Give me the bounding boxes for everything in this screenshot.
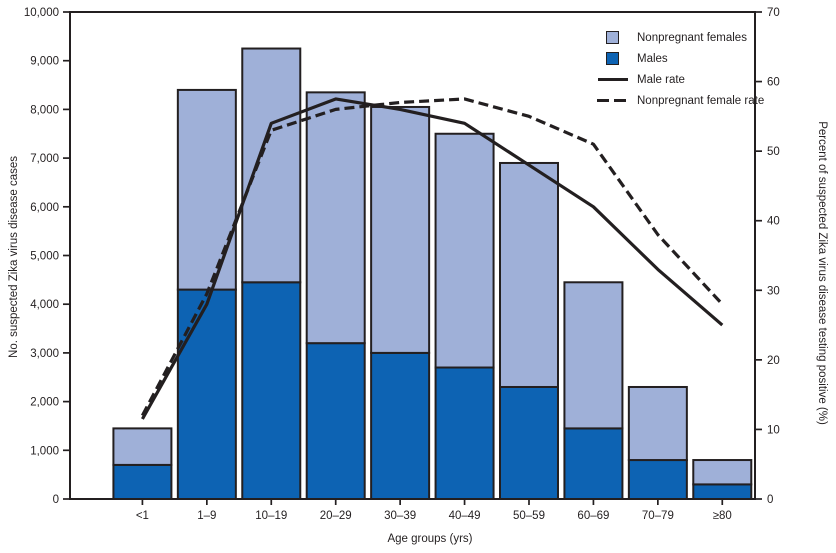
- x-axis-tick-label: 1–9: [197, 510, 216, 522]
- solid-line-swatch-icon: [597, 77, 628, 82]
- bar-nonpregnant-females: [563, 281, 624, 430]
- bar-males: [563, 427, 624, 501]
- bar-nonpregnant-females: [627, 385, 688, 462]
- legend-key: [596, 52, 629, 65]
- legend-label: Males: [637, 52, 668, 65]
- legend-key: [596, 77, 629, 82]
- dashed-line-swatch-icon: [596, 98, 629, 103]
- bar-males: [112, 463, 173, 501]
- x-axis-tick-label: 50–59: [513, 510, 545, 522]
- left-axis-tick-label: 10,000: [24, 7, 59, 19]
- legend-key: [596, 31, 629, 44]
- left-axis-tick-label: 7,000: [30, 153, 59, 165]
- left-axis-tick-label: 5,000: [30, 251, 59, 263]
- right-axis-tick-label: 40: [767, 216, 780, 228]
- legend-label: Nonpregnant females: [637, 31, 747, 44]
- right-axis-title: Percent of suspected Zika virus disease …: [816, 121, 828, 425]
- x-axis-title: Age groups (yrs): [387, 533, 473, 545]
- legend-label: Male rate: [637, 73, 685, 86]
- bar-males: [434, 366, 495, 501]
- bar-males: [176, 288, 237, 500]
- left-axis-tick-label: 9,000: [30, 56, 59, 68]
- left-axis-tick-label: 4,000: [30, 299, 59, 311]
- bar-nonpregnant-females: [370, 105, 431, 354]
- left-axis-tick-label: 1,000: [30, 445, 59, 457]
- bar-males: [498, 385, 559, 500]
- bar-males: [692, 483, 753, 501]
- left-axis-title: No. suspected Zika virus disease cases: [8, 156, 20, 358]
- x-axis-tick-label: 40–49: [449, 510, 481, 522]
- nonpregnant-female-rate-line: [141, 97, 724, 417]
- left-axis-tick-label: 2,000: [30, 397, 59, 409]
- x-axis-tick-label: ≥80: [713, 510, 732, 522]
- bar-nonpregnant-females: [498, 161, 559, 388]
- right-axis-tick-label: 30: [767, 285, 780, 297]
- male-rate-line: [141, 97, 724, 420]
- bar-nonpregnant-females: [305, 91, 366, 345]
- bar-nonpregnant-females: [434, 132, 495, 369]
- bar-males: [627, 459, 688, 501]
- bar-nonpregnant-females: [112, 427, 173, 466]
- right-axis-tick-label: 20: [767, 355, 780, 367]
- males-swatch-icon: [606, 52, 619, 65]
- legend-item-nonpregnant-females: Nonpregnant females: [596, 27, 764, 48]
- legend-item-males: Males: [596, 48, 764, 69]
- bar-nonpregnant-females: [241, 47, 302, 284]
- right-axis-tick-label: 60: [767, 77, 780, 89]
- legend-item-nonpregnant-female-rate: Nonpregnant female rate: [596, 90, 764, 111]
- right-axis-tick-label: 10: [767, 424, 780, 436]
- x-axis-tick-label: 10–19: [255, 510, 287, 522]
- legend: Nonpregnant females Males Male rate Nonp…: [596, 27, 764, 111]
- right-axis-tick-label: 50: [767, 146, 780, 158]
- bar-males: [305, 342, 366, 500]
- left-axis-tick-label: 6,000: [30, 202, 59, 214]
- x-axis-tick-label: 30–39: [384, 510, 416, 522]
- legend-label: Nonpregnant female rate: [637, 94, 765, 107]
- bar-nonpregnant-females: [176, 88, 237, 291]
- x-axis-tick-label: 20–29: [320, 510, 352, 522]
- right-axis-tick-label: 0: [767, 494, 773, 506]
- nonpregnant-females-swatch-icon: [606, 31, 619, 44]
- left-axis-tick-label: 0: [53, 494, 59, 506]
- right-axis-tick-label: 70: [767, 7, 780, 19]
- bar-males: [370, 351, 431, 500]
- bar-nonpregnant-females: [692, 459, 753, 486]
- left-axis-tick-label: 3,000: [30, 348, 59, 360]
- x-axis-tick-label: <1: [136, 510, 149, 522]
- x-axis-tick-label: 70–79: [642, 510, 674, 522]
- x-axis-tick-label: 60–69: [577, 510, 609, 522]
- legend-key: [596, 98, 629, 103]
- legend-item-male-rate: Male rate: [596, 69, 764, 90]
- left-axis-tick-label: 8,000: [30, 104, 59, 116]
- bar-males: [241, 281, 302, 500]
